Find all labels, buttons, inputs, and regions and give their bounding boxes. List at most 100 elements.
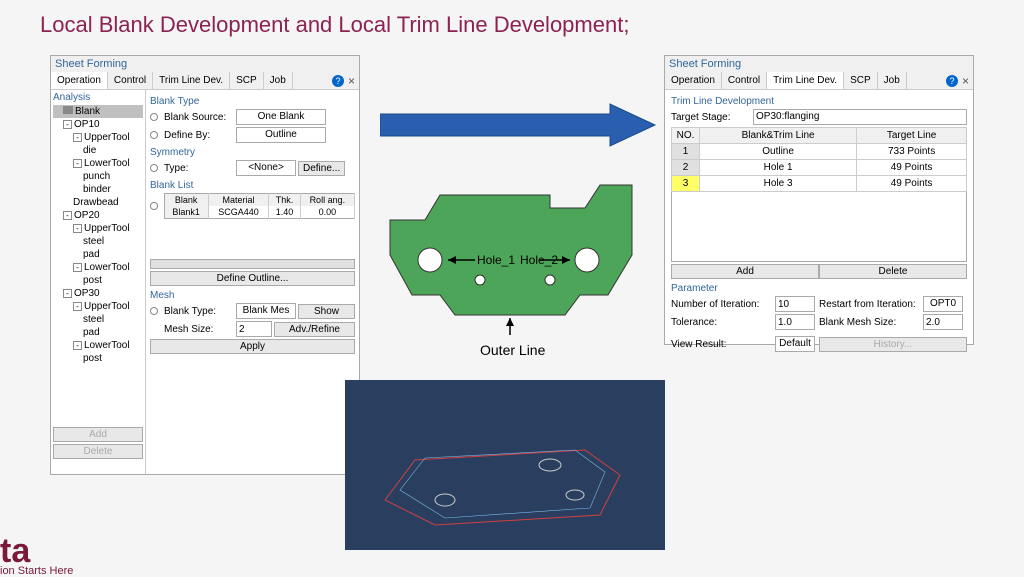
tab-control[interactable]: Control <box>108 72 153 89</box>
tolerance-label: Tolerance: <box>671 317 771 328</box>
restart-label: Restart from Iteration: <box>819 299 919 310</box>
mesh-3d-view[interactable] <box>345 380 665 550</box>
table-empty-area <box>671 192 967 262</box>
page-title: Local Blank Development and Local Trim L… <box>0 0 1024 46</box>
view-result-select[interactable]: Default <box>775 336 815 352</box>
tab-trimline[interactable]: Trim Line Dev. <box>767 72 844 89</box>
tree-item[interactable]: -UpperTool <box>53 131 143 144</box>
view-result-label: View Result: <box>671 339 771 350</box>
close-icon[interactable]: × <box>348 74 355 88</box>
symmetry-type-label: Type: <box>164 163 234 174</box>
mesh-size-label: Blank Mesh Size: <box>819 317 919 328</box>
show-button[interactable]: Show <box>298 304 355 319</box>
tab-scp[interactable]: SCP <box>844 72 878 89</box>
apply-button[interactable]: Apply <box>150 339 355 354</box>
tab-trimline[interactable]: Trim Line Dev. <box>153 72 230 89</box>
logo-tagline: ion Starts Here <box>0 565 73 577</box>
num-iter-input[interactable] <box>775 296 815 312</box>
close-icon[interactable]: × <box>962 74 969 88</box>
tree-item[interactable]: -LowerTool <box>53 339 143 352</box>
tree-item[interactable]: -LowerTool <box>53 261 143 274</box>
help-icon[interactable]: ? <box>946 75 958 87</box>
tabs-left: Operation Control Trim Line Dev. SCP Job… <box>51 72 359 90</box>
parameter-header: Parameter <box>671 283 967 294</box>
tree-item[interactable]: steel <box>53 235 143 248</box>
trim-table[interactable]: NO.Blank&Trim LineTarget Line 1Outline73… <box>671 127 967 192</box>
form-area: Blank Type Blank Source: One Blank Defin… <box>146 90 359 474</box>
trimline-dev-header: Trim Line Development <box>671 96 967 107</box>
sheet-forming-panel-right: Sheet Forming Operation Control Trim Lin… <box>664 55 974 345</box>
tab-operation[interactable]: Operation <box>665 72 722 89</box>
tree-item[interactable]: -LowerTool <box>53 157 143 170</box>
tolerance-input[interactable] <box>775 314 815 330</box>
define-outline-button[interactable]: Define Outline... <box>150 271 355 286</box>
blank-type-header: Blank Type <box>150 96 355 107</box>
panel-title: Sheet Forming <box>51 56 359 72</box>
part-diagram: Hole_1 Hole_2 Outer Line <box>370 160 650 370</box>
radio-icon[interactable] <box>150 131 158 139</box>
table-row[interactable]: 2Hole 149 Points <box>672 160 967 176</box>
tab-scp[interactable]: SCP <box>230 72 264 89</box>
tab-job[interactable]: Job <box>878 72 907 89</box>
symmetry-header: Symmetry <box>150 147 355 158</box>
tab-control[interactable]: Control <box>722 72 767 89</box>
logo: ta ion Starts Here <box>0 538 73 577</box>
tree-item[interactable]: Drawbead <box>53 196 143 209</box>
blank-list-header: Blank List <box>150 180 355 191</box>
table-row[interactable]: 1Outline733 Points <box>672 144 967 160</box>
mesh-type-label: Blank Type: <box>164 306 234 317</box>
table-row[interactable]: 3Hole 349 Points <box>672 176 967 192</box>
restart-select[interactable]: OPT0 <box>923 296 963 312</box>
radio-icon[interactable] <box>150 113 158 121</box>
tree-item[interactable]: post <box>53 352 143 365</box>
tree-item[interactable]: post <box>53 274 143 287</box>
hole2-label: Hole_2 <box>520 253 558 267</box>
add-button[interactable]: Add <box>671 264 819 279</box>
tab-job[interactable]: Job <box>264 72 293 89</box>
sheet-forming-panel-left: Sheet Forming Operation Control Trim Lin… <box>50 55 360 475</box>
tree-item[interactable]: -UpperTool <box>53 222 143 235</box>
scrollbar[interactable] <box>150 259 355 269</box>
tree-item[interactable]: -OP20 <box>53 209 143 222</box>
target-stage-label: Target Stage: <box>671 112 751 123</box>
logo-text: ta <box>0 538 73 565</box>
define-by-select[interactable]: Outline <box>236 127 326 143</box>
tree-item[interactable]: -OP10 <box>53 118 143 131</box>
mesh-header: Mesh <box>150 290 355 301</box>
tree-item[interactable]: steel <box>53 313 143 326</box>
define-by-label: Define By: <box>164 130 234 141</box>
tree-item[interactable]: pad <box>53 326 143 339</box>
tree-title: Analysis <box>53 92 143 103</box>
delete-button[interactable]: Delete <box>819 264 967 279</box>
help-icon[interactable]: ? <box>332 75 344 87</box>
blank-list-table[interactable]: BlankMaterialThk.Roll ang. Blank1SCGA440… <box>164 193 355 219</box>
blank-source-label: Blank Source: <box>164 112 234 123</box>
outer-line-label: Outer Line <box>480 342 546 358</box>
symmetry-type-select[interactable]: <None> <box>236 160 296 176</box>
adv-refine-button[interactable]: Adv./Refine <box>274 322 355 337</box>
radio-icon[interactable] <box>150 202 158 210</box>
num-iter-label: Number of Iteration: <box>671 299 771 310</box>
tab-operation[interactable]: Operation <box>51 72 108 89</box>
tree-item[interactable]: binder <box>53 183 143 196</box>
history-button[interactable]: History... <box>819 337 967 352</box>
tree-add-button[interactable]: Add <box>53 427 143 442</box>
tree-item[interactable]: Blank <box>53 105 143 118</box>
tree-item[interactable]: die <box>53 144 143 157</box>
tree-item[interactable]: -OP30 <box>53 287 143 300</box>
mesh-size-input[interactable] <box>236 321 272 337</box>
radio-icon[interactable] <box>150 164 158 172</box>
target-stage-select[interactable]: OP30:flanging <box>753 109 967 125</box>
hole1-label: Hole_1 <box>477 253 515 267</box>
tree-item[interactable]: pad <box>53 248 143 261</box>
mesh-type-select[interactable]: Blank Mes <box>236 303 296 319</box>
symmetry-define-button[interactable]: Define... <box>298 161 345 176</box>
tree-item[interactable]: punch <box>53 170 143 183</box>
blank-mesh-size-input[interactable] <box>923 314 963 330</box>
blank-source-select[interactable]: One Blank <box>236 109 326 125</box>
radio-icon[interactable] <box>150 307 158 315</box>
analysis-tree: Analysis Blank-OP10-UpperTooldie-LowerTo… <box>51 90 146 474</box>
tree-delete-button[interactable]: Delete <box>53 444 143 459</box>
arrow-icon <box>380 100 660 150</box>
tree-item[interactable]: -UpperTool <box>53 300 143 313</box>
